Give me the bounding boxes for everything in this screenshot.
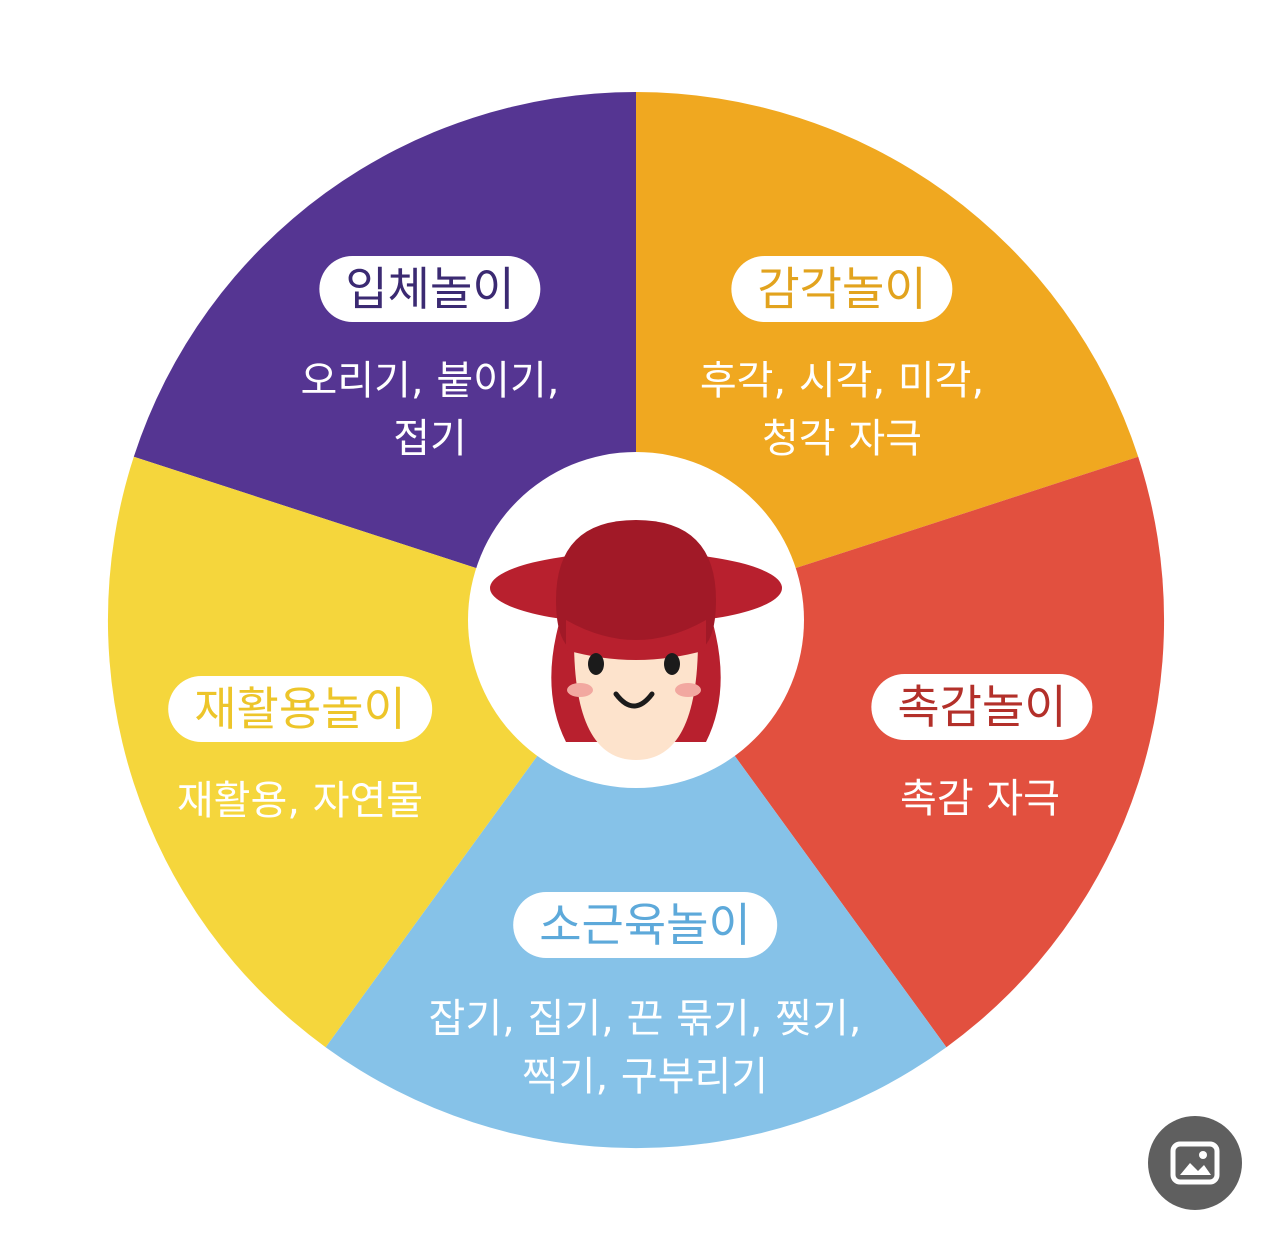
desc-line: 재활용, 자연물 (176, 778, 424, 824)
sector-title-recycle-play: 재활용놀이 (168, 676, 432, 742)
desc-line: 후각, 시각, 미각, (699, 358, 985, 404)
desc-line: 잡기, 집기, 끈 묶기, 찢기, (428, 996, 862, 1042)
sector-desc-stereo-play: 오리기, 붙이기, 접기 (301, 352, 560, 468)
sector-title-stereo-play: 입체놀이 (319, 256, 541, 322)
wheel-sector (133, 91, 637, 620)
sector-desc-recycle-play: 재활용, 자연물 (177, 772, 423, 830)
desc-line: 촉감 자극 (900, 776, 1060, 822)
image-button[interactable] (1148, 1116, 1242, 1210)
sector-desc-fine-motor-play: 잡기, 집기, 끈 묶기, 찢기, 찍기, 구부리기 (429, 990, 862, 1106)
desc-line: 오리기, 붙이기, (300, 358, 560, 404)
desc-line: 찍기, 구부리기 (521, 1054, 769, 1100)
wheel-sector (325, 620, 947, 1149)
sector-title-sensory-play: 감각놀이 (731, 256, 953, 322)
wheel-sector (636, 92, 1139, 620)
desc-line: 접기 (393, 416, 467, 462)
girl-character-icon (490, 520, 782, 760)
sector-desc-sensory-play: 후각, 시각, 미각, 청각 자극 (700, 352, 984, 468)
sector-title-tactile-play: 촉감놀이 (871, 674, 1093, 740)
sector-title-fine-motor-play: 소근육놀이 (513, 892, 777, 958)
desc-line: 청각 자극 (762, 416, 922, 462)
image-icon (1170, 1141, 1220, 1185)
sector-desc-tactile-play: 촉감 자극 (900, 770, 1060, 828)
